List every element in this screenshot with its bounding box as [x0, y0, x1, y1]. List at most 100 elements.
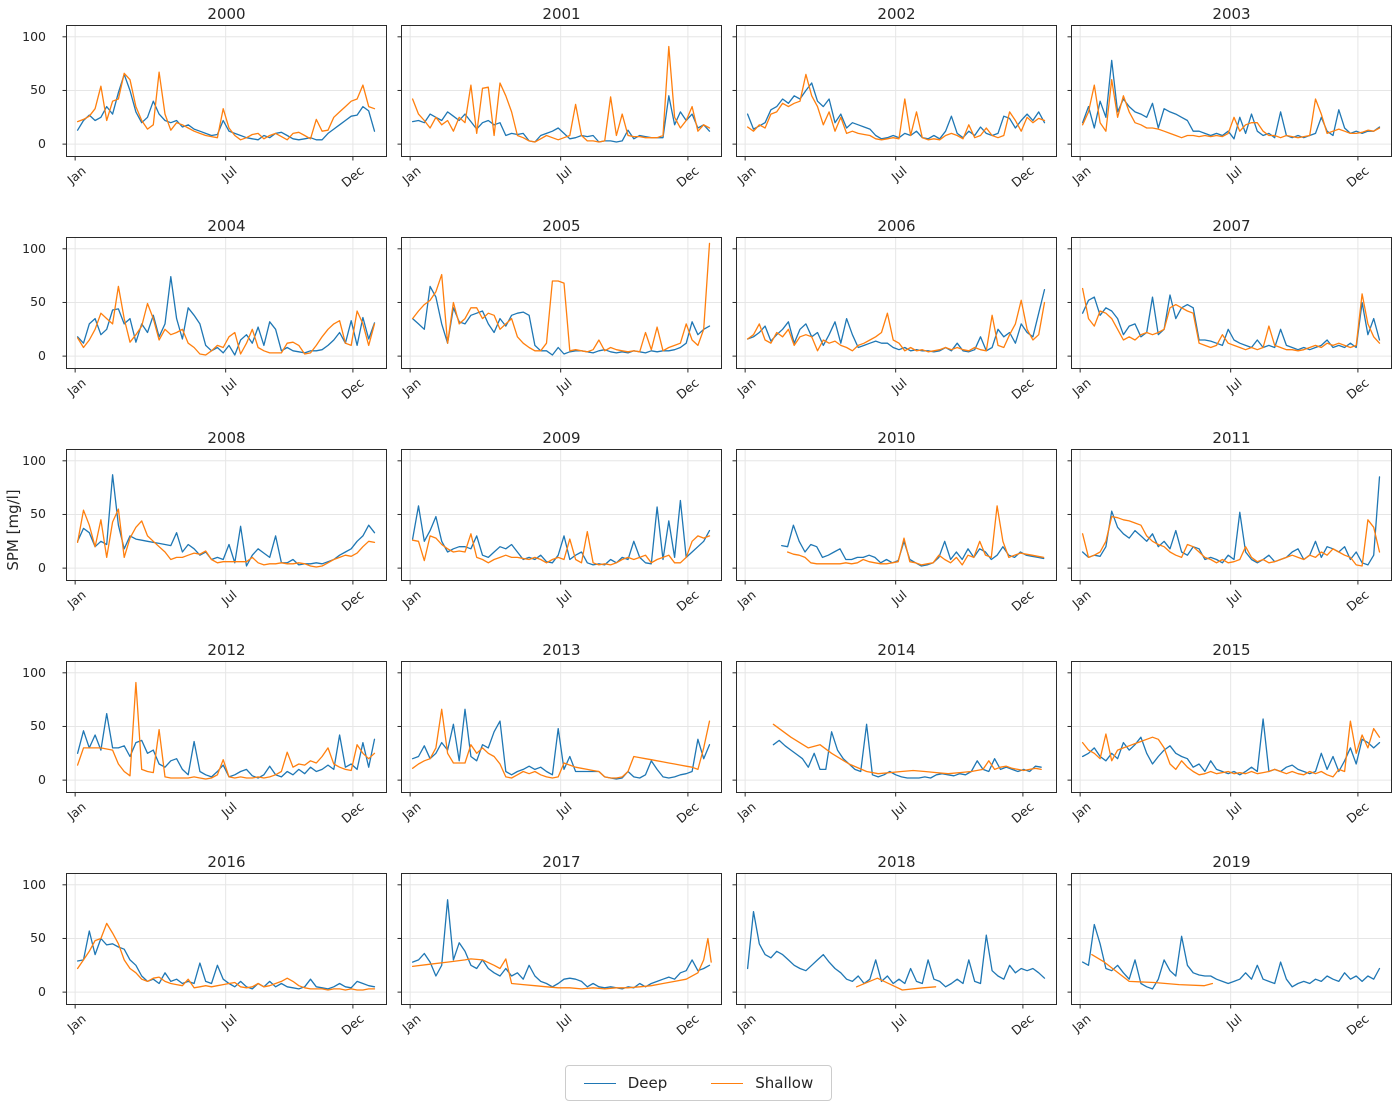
shallow-line — [76, 508, 376, 568]
deep-line — [1081, 923, 1381, 990]
x-tick-label: Dec — [1343, 1011, 1372, 1039]
plot-area — [62, 873, 387, 1009]
x-tick-label: Dec — [1343, 799, 1372, 827]
subplot-title: 2000 — [207, 5, 246, 23]
x-tick-label: Jul — [888, 375, 910, 397]
legend-label-shallow: Shallow — [755, 1074, 814, 1092]
deep-line — [411, 499, 711, 566]
x-tick-labels: Jan Jul Dec — [734, 793, 1057, 835]
plot-area — [732, 237, 1057, 373]
deep-line — [76, 712, 376, 779]
x-tick-label: Jan — [399, 587, 424, 611]
deep-line — [411, 899, 711, 990]
subplot-title: 2016 — [207, 853, 246, 871]
plot-area — [732, 449, 1057, 585]
subplot-2008: 2008 Jan Jul Dec — [62, 428, 387, 623]
x-tick-label: Jul — [888, 1011, 910, 1033]
y-tick-label: 0 — [38, 348, 46, 364]
plot-area — [1067, 661, 1392, 797]
subplot-2006: 2006 Jan Jul Dec — [732, 216, 1057, 411]
x-tick-label: Jul — [888, 587, 910, 609]
plot-area — [1067, 237, 1392, 373]
plot-area — [1067, 25, 1392, 161]
x-tick-label: Dec — [1343, 375, 1372, 403]
x-tick-label: Dec — [1008, 163, 1037, 191]
y-tick-labels: 0 50 100 — [6, 852, 52, 1047]
x-tick-labels: Jan Jul Dec — [399, 369, 722, 411]
x-tick-label: Jul — [1223, 375, 1245, 397]
shallow-line — [1081, 515, 1381, 567]
x-tick-label: Jan — [1069, 799, 1094, 823]
subplot-2019: 2019 Jan Jul Dec — [1067, 852, 1392, 1047]
x-tick-label: Jul — [218, 163, 240, 185]
y-tick-label: 0 — [38, 560, 46, 576]
deep-line — [411, 708, 711, 780]
deep-line — [76, 73, 376, 141]
y-tick-labels: 0 50 100 — [6, 428, 52, 623]
subplot-2017: 2017 Jan Jul Dec — [397, 852, 722, 1047]
x-tick-label: Jul — [218, 587, 240, 609]
shallow-line — [855, 977, 937, 991]
x-tick-label: Jul — [1223, 1011, 1245, 1033]
x-tick-label: Jan — [1069, 1011, 1094, 1035]
subplot-2013: 2013 Jan Jul Dec — [397, 640, 722, 835]
y-tick-label: 50 — [30, 82, 46, 98]
subplot-title: 2008 — [207, 429, 246, 447]
deep-line — [772, 723, 1042, 779]
y-tick-label: 100 — [22, 452, 46, 468]
x-tick-label: Jul — [1223, 587, 1245, 609]
plot-area — [62, 449, 387, 585]
x-tick-label: Jul — [553, 799, 575, 821]
x-tick-label: Jan — [64, 799, 89, 823]
deep-line — [746, 288, 1046, 353]
x-tick-label: Dec — [673, 1011, 702, 1039]
x-tick-label: Dec — [1343, 587, 1372, 615]
shallow-line — [1081, 287, 1381, 352]
x-tick-label: Jan — [399, 1011, 424, 1035]
subplot-title: 2002 — [877, 5, 916, 23]
plot-area — [732, 661, 1057, 797]
legend: Deep Shallow — [564, 1065, 833, 1101]
deep-line — [1081, 476, 1381, 566]
x-tick-label: Jul — [1223, 799, 1245, 821]
subplot-2007: 2007 Jan Jul Dec — [1067, 216, 1392, 411]
y-tick-label: 50 — [30, 930, 46, 946]
x-tick-label: Dec — [1343, 163, 1372, 191]
x-tick-label: Dec — [673, 375, 702, 403]
shallow-line — [772, 723, 1042, 775]
y-tick-label: 100 — [22, 240, 46, 256]
x-tick-label: Jan — [64, 587, 89, 611]
shallow-line-swatch — [711, 1082, 744, 1084]
x-tick-labels: Jan Jul Dec — [734, 1005, 1057, 1047]
subplot-title: 2007 — [1212, 217, 1251, 235]
subplot-title: 2011 — [1212, 429, 1251, 447]
y-tick-labels: 0 50 100 — [6, 216, 52, 411]
subplot-title: 2015 — [1212, 641, 1251, 659]
y-tick-label: 0 — [38, 984, 46, 1000]
subplot-2003: 2003 Jan Jul Dec — [1067, 4, 1392, 199]
x-tick-label: Jan — [734, 375, 759, 399]
deep-line — [76, 930, 376, 990]
deep-line — [746, 910, 1046, 988]
plot-area — [62, 25, 387, 161]
x-tick-label: Jan — [1069, 163, 1094, 187]
plot-area — [732, 873, 1057, 1009]
x-tick-labels: Jan Jul Dec — [399, 157, 722, 199]
subplot-title: 2010 — [877, 429, 916, 447]
x-tick-labels: Jan Jul Dec — [64, 157, 387, 199]
shallow-line — [411, 530, 711, 566]
shallow-line — [786, 505, 1045, 566]
x-tick-label: Jan — [1069, 587, 1094, 611]
subplot-title: 2004 — [207, 217, 246, 235]
x-tick-labels: Jan Jul Dec — [734, 581, 1057, 623]
subplot-grid: 0 50 100 2000 Jan Jul Dec 2001 Jan Jul Dec 2002 Jan J… — [6, 4, 1392, 1047]
subplot-title: 2018 — [877, 853, 916, 871]
x-tick-labels: Jan Jul Dec — [64, 581, 387, 623]
x-tick-labels: Jan Jul Dec — [399, 581, 722, 623]
y-tick-label: 100 — [22, 28, 46, 44]
subplot-title: 2014 — [877, 641, 916, 659]
x-tick-labels: Jan Jul Dec — [64, 793, 387, 835]
legend-item-deep: Deep — [583, 1074, 667, 1092]
subplot-2012: 2012 Jan Jul Dec — [62, 640, 387, 835]
